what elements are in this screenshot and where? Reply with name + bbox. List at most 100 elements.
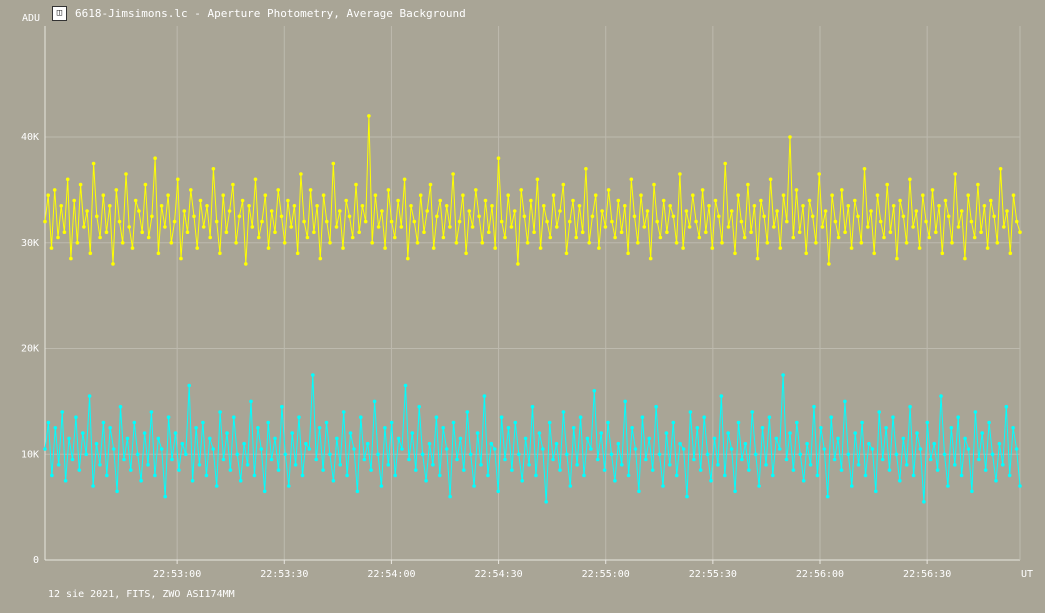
series-0-point: [334, 225, 339, 229]
series-1-point: [723, 473, 727, 478]
series-1-point: [839, 468, 844, 472]
series-0-point: [862, 167, 867, 171]
series-1-point: [863, 473, 868, 478]
series-1-point: [698, 468, 703, 472]
series-0-point: [140, 230, 144, 234]
series-0-point: [415, 241, 420, 245]
series-1-point: [146, 463, 150, 467]
series-0-point: [383, 246, 387, 250]
series-0-point: [418, 193, 423, 197]
series-0-point: [613, 235, 617, 240]
series-0-point: [535, 177, 540, 182]
series-1-point: [582, 473, 586, 478]
series-1-point: [341, 410, 346, 414]
series-0-point: [509, 225, 514, 229]
series-0-point: [503, 235, 507, 240]
series-1-point: [695, 426, 700, 430]
window-title: 6618-Jimsimons.lc - Aperture Photometry,…: [75, 6, 466, 20]
series-0-point: [927, 235, 932, 240]
series-0-point: [487, 230, 491, 234]
series-0-point: [506, 193, 511, 197]
series-1-point: [431, 463, 435, 467]
series-0-point: [435, 214, 439, 219]
series-1-point: [194, 426, 198, 430]
series-1-point: [994, 478, 998, 483]
series-1-point: [101, 420, 106, 425]
series-0-point: [593, 193, 598, 197]
series-1-point: [331, 478, 336, 483]
series-0-point: [308, 188, 313, 192]
series-0-point: [869, 209, 873, 213]
series-0-point: [982, 204, 987, 208]
series-1-point: [287, 484, 291, 488]
series-0-point: [263, 193, 268, 197]
x-axis-label: UT: [1021, 569, 1033, 580]
y-tick-label: 40K: [21, 132, 39, 143]
series-0-point: [493, 246, 498, 250]
series-0-point: [555, 225, 559, 229]
series-0-point: [279, 214, 284, 219]
series-0-point: [331, 161, 336, 166]
series-1-point: [211, 447, 215, 451]
series-1-point: [1007, 473, 1012, 478]
series-1-point: [547, 420, 552, 425]
series-0-point: [192, 214, 196, 219]
series-0-point: [198, 198, 203, 203]
series-1-point: [568, 484, 573, 488]
series-1-point: [379, 484, 384, 488]
series-1-point: [496, 489, 501, 494]
series-0-point: [72, 198, 76, 203]
series-1-point: [410, 431, 415, 435]
series-0-point: [305, 235, 310, 240]
series-0-point: [480, 241, 485, 245]
y-axis-label: ADU: [22, 13, 40, 24]
series-1-point: [616, 441, 621, 446]
series-0-point: [451, 172, 455, 176]
series-0-point: [610, 219, 614, 224]
series-1-point: [589, 447, 593, 451]
series-0-point: [286, 198, 290, 203]
series-1-point: [887, 468, 892, 472]
series-0-point: [98, 235, 102, 240]
series-1-point: [242, 441, 246, 446]
series-1-point: [479, 463, 483, 467]
series-0-point: [318, 256, 323, 261]
series-1-point: [743, 441, 748, 446]
series-0-point: [856, 214, 860, 219]
series-1-point: [506, 426, 511, 430]
y-tick-label: 10K: [21, 449, 39, 460]
series-1-point: [503, 457, 507, 462]
series-0-point: [422, 230, 426, 234]
series-1-point: [685, 494, 689, 499]
series-0-point: [924, 219, 928, 224]
series-0-point: [117, 219, 122, 224]
series-0-point: [43, 219, 47, 224]
series-0-point: [943, 198, 948, 203]
series-1-point: [777, 447, 782, 451]
series-1-point: [575, 463, 579, 467]
series-1-point: [468, 452, 473, 457]
series-1-point: [561, 410, 566, 414]
series-1-point: [825, 494, 830, 499]
series-0-point: [545, 219, 549, 224]
x-tick-label: 22:54:30: [474, 569, 522, 580]
x-tick-label: 22:56:00: [796, 569, 844, 580]
series-1-point: [249, 399, 253, 404]
series-1-point: [438, 473, 442, 478]
series-0-point: [833, 219, 838, 224]
series-1-point: [465, 410, 470, 414]
series-0-point: [969, 219, 974, 224]
series-0-point: [182, 209, 187, 213]
series-0-point: [959, 209, 964, 213]
series-0-point: [360, 204, 365, 208]
series-1-point: [674, 473, 679, 478]
lightcurve-app-icon[interactable]: ◫: [52, 5, 67, 21]
series-0-point: [406, 256, 410, 261]
series-0-point: [276, 188, 281, 192]
series-0-point: [104, 230, 109, 234]
series-1-point: [335, 436, 339, 441]
series-1-point: [458, 436, 463, 441]
series-1-point: [795, 420, 799, 425]
series-0-point: [1015, 219, 1019, 224]
